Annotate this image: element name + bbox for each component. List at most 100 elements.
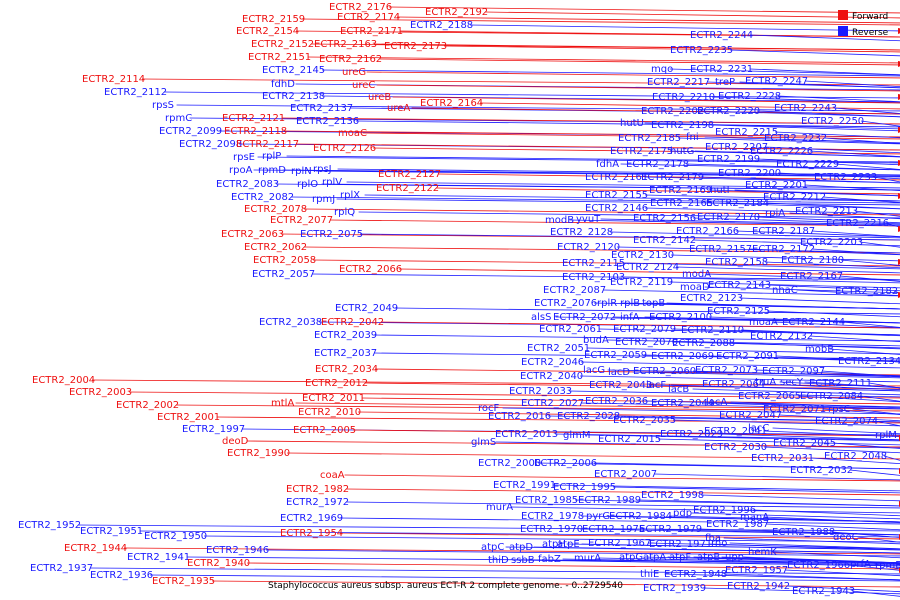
label-connector	[657, 438, 900, 446]
label-connector	[312, 259, 900, 267]
legend-forward-label: Forward	[852, 12, 888, 22]
gene-label: ECTR2_2118	[224, 126, 287, 137]
gene-label: ECTR2_2233	[814, 172, 877, 183]
gene-label: ECTR2_2082	[231, 192, 294, 203]
gene-label: ECTR2_2187	[752, 226, 815, 237]
label-connector	[749, 68, 900, 76]
label-connector	[175, 404, 900, 412]
gene-label: rpsS	[152, 100, 174, 111]
gene-label: alsS	[531, 312, 551, 323]
gene-label: ECTR2_2001	[157, 412, 220, 423]
gene-label: hemK	[748, 547, 777, 558]
label-connector	[859, 395, 900, 402]
label-connector	[581, 543, 900, 551]
gene-label: ECTR2_2027	[521, 398, 584, 409]
gene-label: ECTR2_1950	[144, 531, 207, 542]
gene-label: ECTR2_2004	[32, 375, 95, 386]
gene-label: ECTR2_1940	[187, 558, 250, 569]
gene-label: rpsE	[233, 152, 255, 163]
label-connector	[637, 499, 900, 507]
label-connector	[784, 569, 900, 577]
gene-label: ECTR2_2060	[633, 366, 696, 377]
gene-label: ECTR2_2210	[652, 92, 715, 103]
gene-label: prfA	[850, 559, 871, 570]
label-connector	[851, 590, 900, 597]
gene-label: rpsJ	[313, 164, 332, 175]
gene-label: ECTR2_2036	[585, 396, 648, 407]
gene-label: ECTR2_2127	[378, 169, 441, 180]
gene-label: ECTR2_1944	[64, 543, 127, 554]
label-connector	[692, 217, 900, 225]
label-connector	[775, 355, 900, 363]
label-connector	[786, 585, 900, 593]
gene-label: ECTR2_1997	[182, 424, 245, 435]
gene-label: ECTR2_2048	[824, 451, 887, 462]
label-connector	[700, 176, 900, 184]
label-connector	[854, 210, 900, 217]
label-connector	[763, 446, 900, 454]
gene-label: ECTR2_2228	[718, 91, 781, 102]
label-connector	[773, 321, 900, 329]
label-connector	[873, 176, 900, 183]
gene-label: ECTR2_2073	[695, 365, 758, 376]
gene-label: thiD	[488, 555, 509, 566]
gene-label: ECTR2_2011	[302, 393, 365, 404]
label-connector	[692, 239, 900, 247]
gene-label: ECTR2_2111	[809, 378, 872, 389]
gene-label: atpB	[697, 552, 720, 563]
gene-label: ECTR2_1967	[588, 538, 651, 549]
gene-label: ECTR2_2145	[262, 65, 325, 76]
gene-label: atpH	[542, 539, 566, 550]
label-connector	[739, 81, 900, 89]
gene-labels: ECTR2_2176 ECTR2_2192 ECTR2_2174 ECTR2_2159…	[18, 2, 900, 597]
label-connector	[685, 163, 900, 171]
gene-label: ECTR2_2201	[745, 180, 808, 191]
label-connector	[336, 198, 900, 206]
label-connector	[281, 117, 900, 125]
gene-label: ECTR2_1978	[521, 511, 584, 522]
gene-label: ECTR2_2119	[610, 277, 673, 288]
gene-label: ECTR2_2200	[718, 168, 781, 179]
gene-label: ECTR2_2110	[681, 325, 744, 336]
gene-label: ECTR2_2121	[222, 113, 285, 124]
label-connector	[885, 222, 900, 228]
gene-label: ECTR2_2144	[782, 317, 845, 328]
gene-label: topB	[642, 298, 665, 309]
label-connector	[533, 546, 900, 554]
gene-label: ECTR2_1987	[706, 519, 769, 530]
gene-label: ECTR2_2174	[337, 12, 400, 23]
label-connector	[358, 211, 900, 219]
gene-label: modA	[682, 269, 711, 280]
gene-label: ECTR2_2103	[562, 272, 625, 283]
gene-label: ECTR2_1982	[286, 484, 349, 495]
label-connector	[587, 434, 900, 442]
gene-label: ECTR2_2002	[116, 400, 179, 411]
gene-label: ECTR2_2077	[270, 215, 333, 226]
label-connector	[772, 551, 900, 559]
label-connector	[756, 216, 900, 224]
gene-label: atpF	[669, 552, 691, 563]
gene-label: ECTR2_2216	[826, 218, 889, 229]
label-connector	[346, 181, 900, 189]
label-connector	[380, 321, 900, 329]
gene-label: ECTR2_2212	[763, 192, 826, 203]
gene-label: thiE	[640, 569, 659, 580]
label-connector	[337, 168, 900, 176]
legend-reverse-label: Reverse	[852, 28, 889, 38]
gene-label: hutG	[670, 146, 694, 157]
gene-label: mobB	[805, 344, 834, 355]
gene-label: ECTR2_2044	[651, 398, 714, 409]
gene-label: ECTR2_2244	[690, 30, 753, 41]
label-connector	[598, 557, 900, 565]
label-connector	[894, 290, 900, 295]
label-connector	[698, 528, 900, 536]
gene-label: lacD	[608, 367, 630, 378]
label-connector	[710, 355, 900, 363]
gene-label: ureB	[368, 92, 391, 103]
gene-label: rpoA	[229, 165, 253, 176]
label-connector	[339, 532, 900, 540]
label-connector	[700, 494, 900, 502]
gene-label: ECTR2_2010	[298, 407, 361, 418]
gene-label: ECTR2_2061	[539, 324, 602, 335]
gene-label: ECTR2_2235	[670, 45, 733, 56]
